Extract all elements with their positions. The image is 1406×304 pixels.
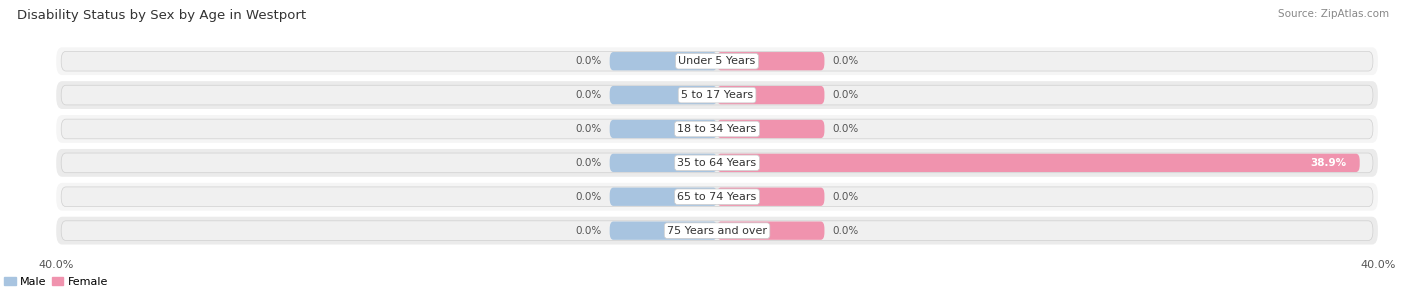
Text: 18 to 34 Years: 18 to 34 Years xyxy=(678,124,756,134)
FancyBboxPatch shape xyxy=(62,153,1372,173)
FancyBboxPatch shape xyxy=(610,154,717,172)
Text: 0.0%: 0.0% xyxy=(575,90,602,100)
Text: Under 5 Years: Under 5 Years xyxy=(679,56,755,66)
FancyBboxPatch shape xyxy=(717,86,824,104)
Legend: Male, Female: Male, Female xyxy=(3,275,110,289)
FancyBboxPatch shape xyxy=(717,52,824,70)
Text: 0.0%: 0.0% xyxy=(575,226,602,236)
FancyBboxPatch shape xyxy=(56,183,1378,211)
Text: 35 to 64 Years: 35 to 64 Years xyxy=(678,158,756,168)
FancyBboxPatch shape xyxy=(62,85,1372,105)
FancyBboxPatch shape xyxy=(717,120,824,138)
FancyBboxPatch shape xyxy=(56,81,1378,109)
FancyBboxPatch shape xyxy=(717,154,1360,172)
FancyBboxPatch shape xyxy=(56,149,1378,177)
FancyBboxPatch shape xyxy=(62,51,1372,71)
FancyBboxPatch shape xyxy=(62,119,1372,139)
FancyBboxPatch shape xyxy=(56,115,1378,143)
FancyBboxPatch shape xyxy=(610,188,717,206)
FancyBboxPatch shape xyxy=(610,52,717,70)
Text: 75 Years and over: 75 Years and over xyxy=(666,226,768,236)
Text: 0.0%: 0.0% xyxy=(832,56,859,66)
Text: 0.0%: 0.0% xyxy=(575,124,602,134)
FancyBboxPatch shape xyxy=(62,221,1372,240)
FancyBboxPatch shape xyxy=(610,120,717,138)
FancyBboxPatch shape xyxy=(717,222,824,240)
FancyBboxPatch shape xyxy=(717,188,824,206)
FancyBboxPatch shape xyxy=(610,86,717,104)
FancyBboxPatch shape xyxy=(62,187,1372,207)
Text: 0.0%: 0.0% xyxy=(832,90,859,100)
Text: Disability Status by Sex by Age in Westport: Disability Status by Sex by Age in Westp… xyxy=(17,9,307,22)
Text: 38.9%: 38.9% xyxy=(1310,158,1347,168)
Text: 0.0%: 0.0% xyxy=(832,226,859,236)
FancyBboxPatch shape xyxy=(56,217,1378,244)
FancyBboxPatch shape xyxy=(56,47,1378,75)
Text: 0.0%: 0.0% xyxy=(575,56,602,66)
FancyBboxPatch shape xyxy=(610,222,717,240)
Text: Source: ZipAtlas.com: Source: ZipAtlas.com xyxy=(1278,9,1389,19)
Text: 0.0%: 0.0% xyxy=(575,158,602,168)
Text: 0.0%: 0.0% xyxy=(832,124,859,134)
Text: 5 to 17 Years: 5 to 17 Years xyxy=(681,90,754,100)
Text: 0.0%: 0.0% xyxy=(832,192,859,202)
Text: 0.0%: 0.0% xyxy=(575,192,602,202)
Text: 65 to 74 Years: 65 to 74 Years xyxy=(678,192,756,202)
